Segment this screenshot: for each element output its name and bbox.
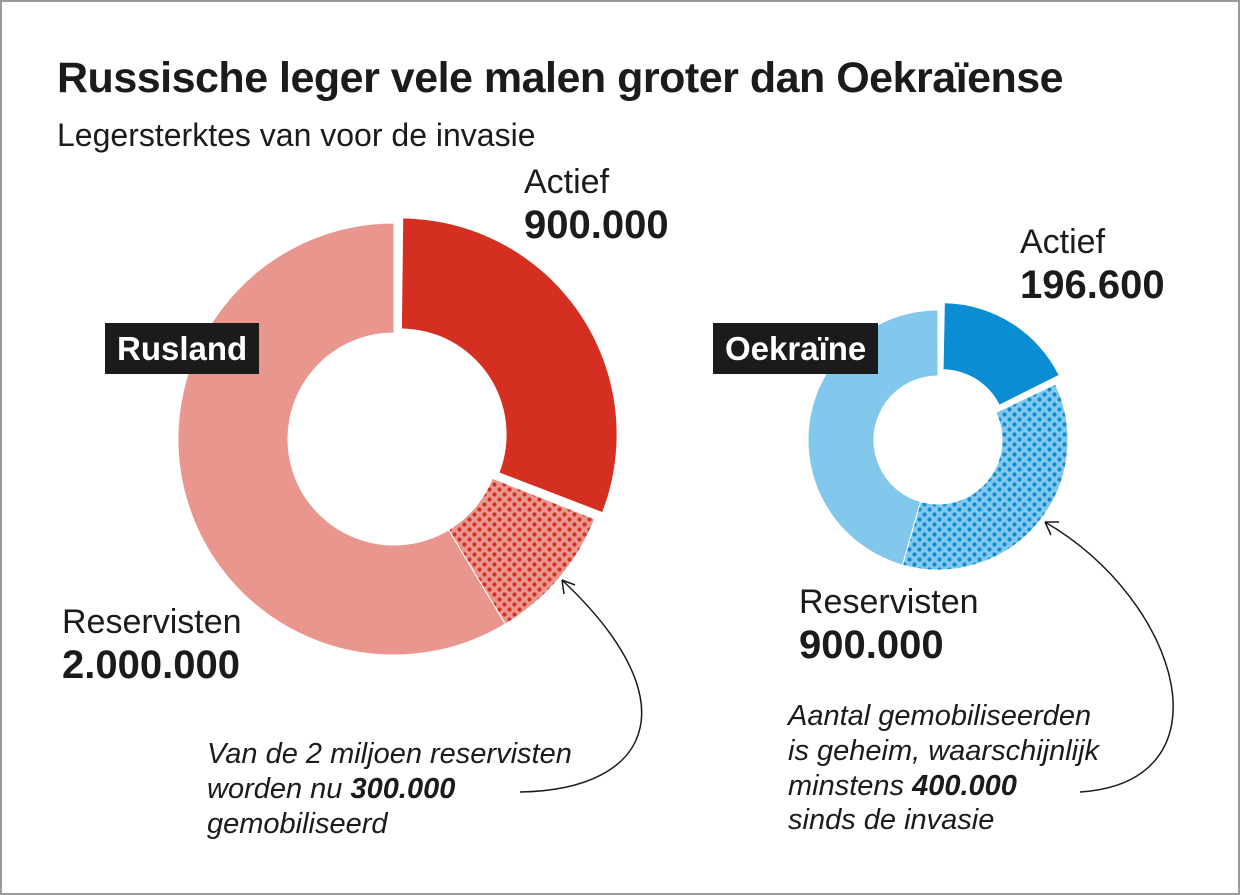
russia-active-name: Actief xyxy=(524,163,610,201)
russia-segment-reserve xyxy=(177,222,507,656)
country-label-russia: Rusland xyxy=(105,323,260,374)
russia-annotation-arrow xyxy=(519,579,643,793)
ukraine-annotation-line2: is geheim, waarschijnlijk xyxy=(788,734,1100,767)
ukraine-segment-active xyxy=(943,303,1059,405)
ukraine-reserve-name: Reservisten xyxy=(799,583,979,621)
ukraine-active-label: Actief 196.600 xyxy=(1020,222,1165,309)
ukraine-annotation-line4: sinds de invasie xyxy=(788,804,995,837)
chart-subtitle: Legersterktes van voor de invasie xyxy=(57,117,536,153)
ukraine-annotation-line3: minstens 400.000 xyxy=(788,769,1017,802)
country-label-ukraine: Oekraïne xyxy=(713,323,879,374)
ukraine-arrowhead xyxy=(1044,521,1059,536)
russia-arrowhead xyxy=(561,579,576,595)
chart-title: Russische leger vele malen groter dan Oe… xyxy=(57,54,1064,102)
russia-reserve-value: 2.000.000 xyxy=(62,643,240,688)
ukraine-annotation-arrow xyxy=(1044,521,1174,793)
ukraine-reserve-label: Reservisten 900.000 xyxy=(799,582,979,669)
ukraine-annotation: Aantal gemobiliseerden is geheim, waarsc… xyxy=(788,699,1099,838)
ukraine-annotation-line1: Aantal gemobiliseerden xyxy=(788,700,1092,732)
russia-annotation-line2: worden nu 300.000 xyxy=(207,772,456,805)
ukraine-active-name: Actief xyxy=(1020,223,1106,261)
russia-annotation-line3: gemobiliseerd xyxy=(207,807,388,840)
russia-annotation-line1: Van de 2 miljoen reservisten xyxy=(207,738,572,770)
ukraine-segment-mobilized xyxy=(901,383,1069,571)
russia-annotation: Van de 2 miljoen reservisten worden nu 3… xyxy=(207,737,572,841)
russia-mobilized-value: 300.000 xyxy=(350,772,456,805)
russia-segment-active xyxy=(401,218,617,513)
russia-reserve-label: Reservisten 2.000.000 xyxy=(62,602,242,689)
ukraine-active-value: 196.600 xyxy=(1020,263,1165,308)
russia-active-value: 900.000 xyxy=(524,203,669,248)
russia-active-label: Actief 900.000 xyxy=(524,162,669,249)
ukraine-reserve-value: 900.000 xyxy=(799,623,944,668)
russia-reserve-name: Reservisten xyxy=(62,603,242,641)
ukraine-mobilized-value: 400.000 xyxy=(912,769,1017,802)
russia-donut xyxy=(177,218,617,656)
